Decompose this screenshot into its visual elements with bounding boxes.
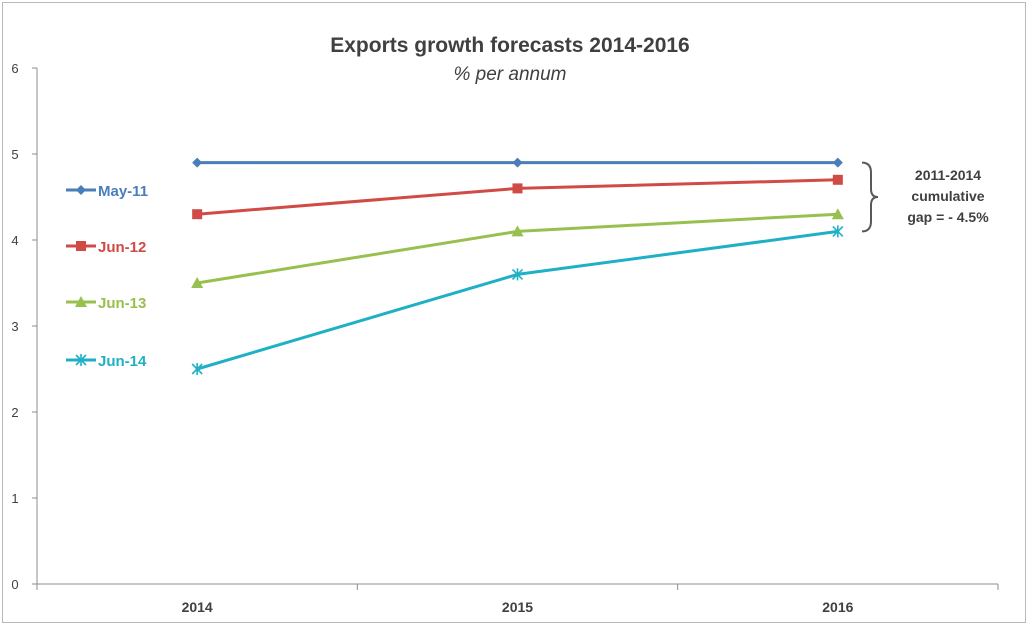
data-point: [192, 209, 203, 220]
legend-item-jun-14: Jun-14: [66, 353, 147, 370]
data-point: [832, 225, 844, 238]
legend-swatch-marker: [75, 296, 87, 307]
annotation-line: gap = - 4.5%: [907, 209, 989, 225]
legend-label: May-11: [98, 183, 148, 200]
legend-label: Jun-12: [98, 239, 146, 256]
annotation-line: 2011-2014: [915, 167, 981, 183]
x-tick-label: 2015: [502, 599, 533, 615]
legend-label: Jun-14: [98, 353, 147, 370]
data-point: [512, 157, 523, 168]
y-tick-label: 4: [11, 233, 18, 248]
gap-annotation: 2011-2014 cumulative gap = - 4.5%: [861, 161, 989, 233]
legend-item-may-11: May-11: [66, 183, 148, 200]
series-may-11: [192, 157, 843, 168]
annotation-line: cumulative: [911, 188, 984, 204]
x-tick-label: 2014: [182, 599, 213, 615]
chart-subtitle: % per annum: [453, 64, 566, 85]
y-tick-label: 3: [11, 319, 18, 334]
legend-item-jun-12: Jun-12: [66, 239, 146, 256]
legend: May-11 Jun-12 Jun-13 Jun-14: [66, 183, 148, 370]
data-point: [511, 225, 524, 237]
series-line: [195, 229, 840, 371]
legend-swatch-marker: [75, 354, 87, 366]
legend-swatch-marker: [76, 185, 86, 195]
chart-title: Exports growth forecasts 2014-2016: [330, 34, 689, 57]
data-point: [512, 183, 523, 194]
legend-item-jun-13: Jun-13: [66, 295, 146, 312]
y-tick-label: 0: [11, 577, 18, 592]
data-point: [191, 363, 203, 375]
series-layer: [191, 157, 844, 375]
data-point: [831, 208, 844, 220]
y-tick-label: 2: [11, 405, 18, 420]
brace: [861, 161, 879, 233]
x-tick-label: 2016: [822, 599, 853, 615]
data-point: [832, 174, 843, 185]
legend-label: Jun-13: [98, 295, 146, 312]
series-jun-14: [191, 225, 844, 375]
series-jun-12: [192, 174, 843, 220]
series-jun-13: [191, 208, 844, 288]
y-tick-label: 5: [11, 147, 18, 162]
data-point: [192, 157, 203, 168]
data-point: [832, 157, 843, 168]
data-point: [511, 268, 524, 281]
axes: 0 1 2 3 4 5 6 2014 2015 2016: [11, 61, 999, 615]
data-point: [191, 277, 204, 288]
y-tick-label: 1: [11, 491, 18, 506]
y-tick-label: 6: [11, 61, 18, 76]
legend-swatch-marker: [76, 241, 86, 251]
